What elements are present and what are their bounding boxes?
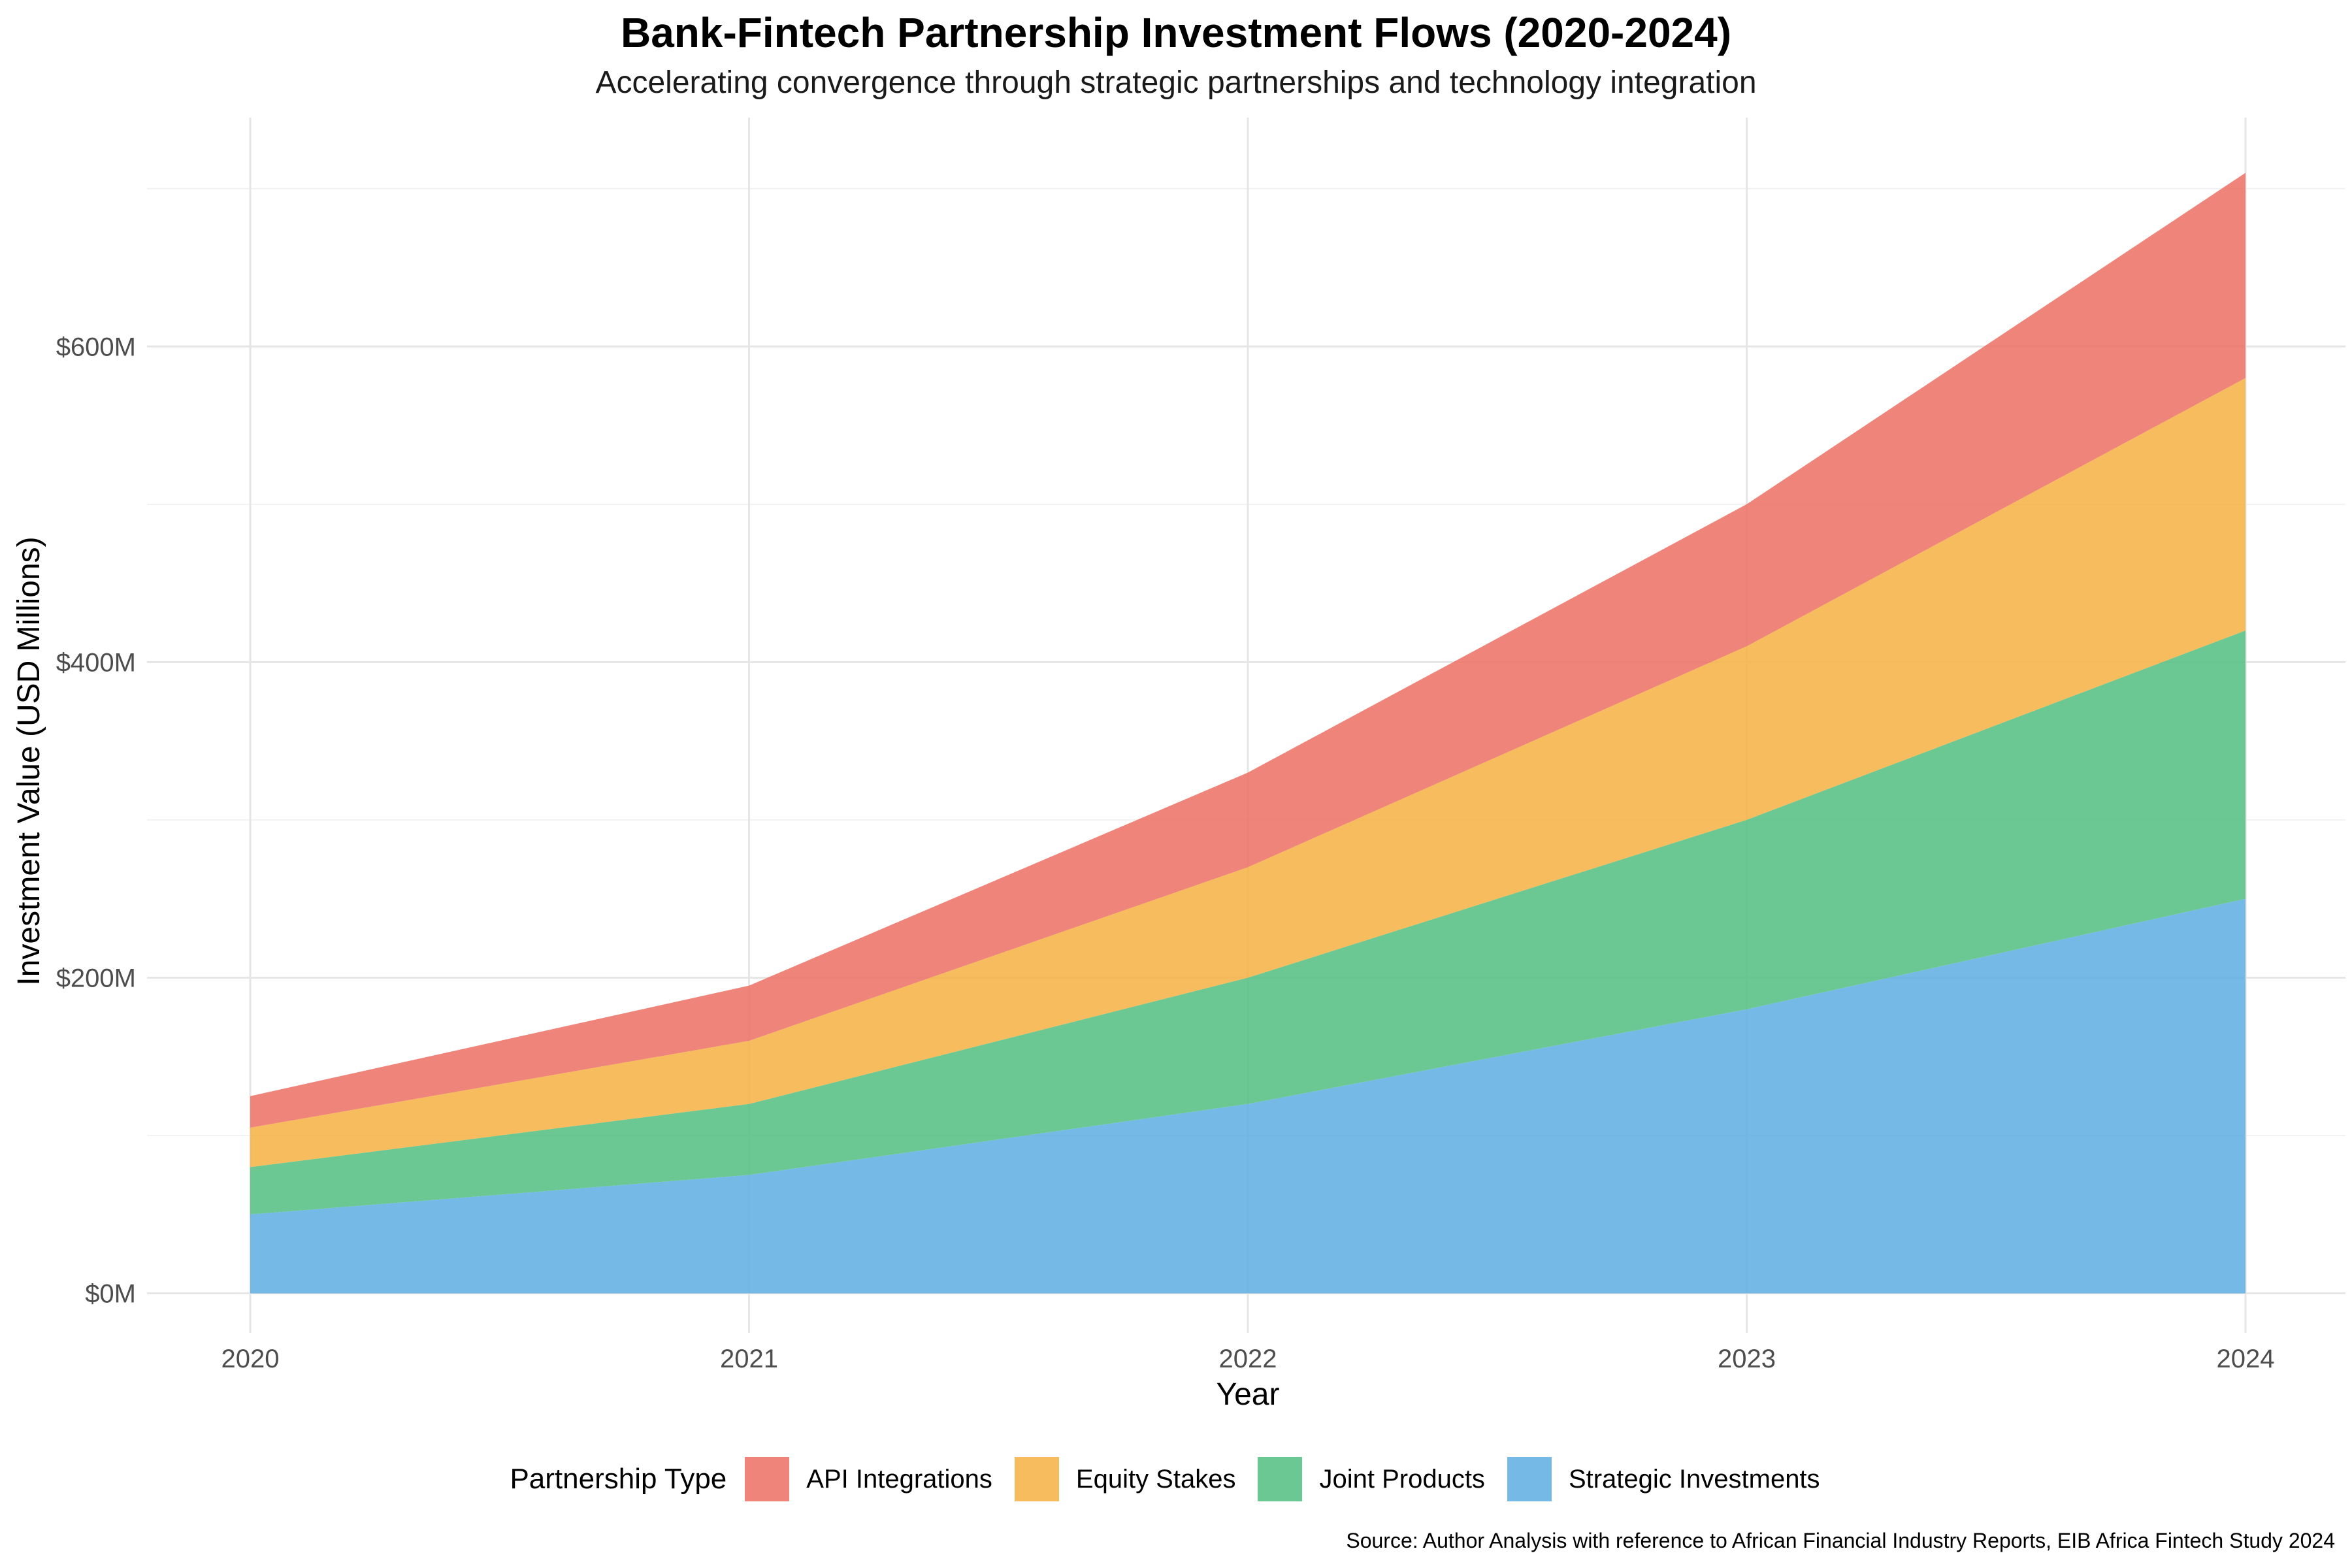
y-axis-title: Investment Value (USD Millions) [12, 536, 46, 985]
legend-item-joint-products: Joint Products [1258, 1457, 1485, 1501]
legend-title: Partnership Type [510, 1463, 727, 1495]
area-equity-stakes [250, 378, 2246, 1168]
area-layer [250, 172, 2246, 1294]
y-tick-label: $200M [56, 964, 136, 992]
legend-swatch-strategic-investments [1507, 1457, 1552, 1501]
legend-item-equity-stakes: Equity Stakes [1014, 1457, 1236, 1501]
chart-subtitle: Accelerating convergence through strateg… [595, 65, 1757, 100]
legend: Partnership Type API Integrations Equity… [0, 1453, 2352, 1505]
tick-layer: $0M $200M $400M $600M 2020 2021 2022 2023 2024 [56, 333, 2275, 1373]
legend-item-api-integrations: API Integrations [745, 1457, 992, 1501]
x-tick-label: 2024 [2217, 1345, 2275, 1373]
legend-label-strategic-investments: Strategic Investments [1568, 1464, 1820, 1494]
source-caption: Source: Author Analysis with reference t… [1346, 1529, 2335, 1552]
x-tick-label: 2022 [1219, 1345, 1277, 1373]
x-tick-label: 2021 [720, 1345, 778, 1373]
y-tick-label: $0M [85, 1280, 136, 1309]
chart-title: Bank-Fintech Partnership Investment Flow… [620, 9, 1732, 56]
legend-label-equity-stakes: Equity Stakes [1075, 1464, 1236, 1494]
x-tick-label: 2020 [221, 1345, 280, 1373]
x-tick-label: 2023 [1718, 1345, 1776, 1373]
area-joint-products [250, 630, 2246, 1215]
area-strategic-investments [250, 898, 2246, 1294]
x-axis-title: Year [1217, 1377, 1280, 1412]
legend-label-api-integrations: API Integrations [806, 1464, 992, 1494]
legend-item-strategic-investments: Strategic Investments [1507, 1457, 1820, 1501]
y-tick-label: $600M [56, 333, 136, 361]
legend-label-joint-products: Joint Products [1319, 1464, 1485, 1494]
legend-swatch-joint-products [1258, 1457, 1303, 1501]
legend-swatch-api-integrations [745, 1457, 790, 1501]
legend-swatch-equity-stakes [1014, 1457, 1059, 1501]
y-tick-label: $400M [56, 648, 136, 677]
